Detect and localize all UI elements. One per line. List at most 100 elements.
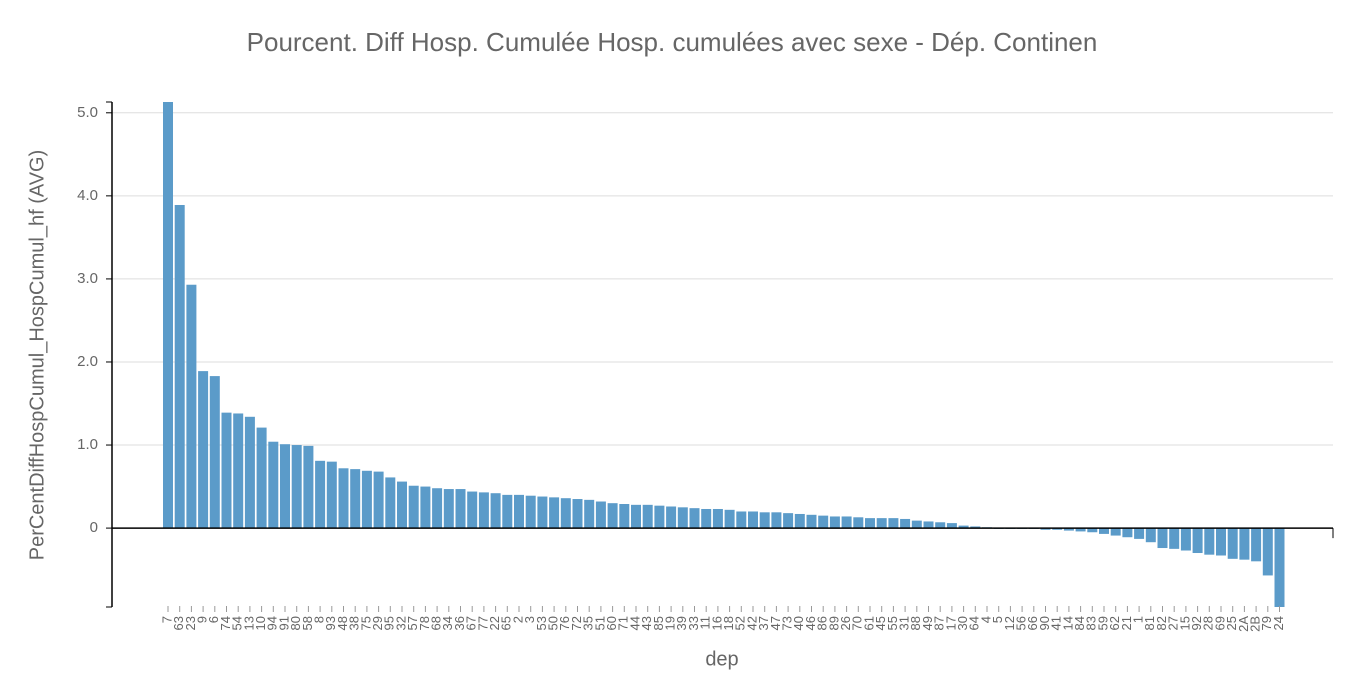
bar: [876, 518, 887, 529]
x-tick-label: 11: [698, 616, 713, 630]
bar: [970, 526, 981, 529]
bar: [701, 508, 712, 529]
x-tick-label: 85: [651, 616, 666, 630]
bar: [291, 445, 302, 529]
x-tick-label: 18: [721, 616, 736, 630]
y-tick-label: 4.0: [77, 187, 98, 204]
x-tick-label: 32: [393, 616, 408, 630]
x-tick-label: 95: [382, 616, 397, 630]
bar: [736, 511, 747, 529]
bar: [1192, 528, 1203, 554]
bar: [525, 495, 536, 529]
y-tick-label: 2.0: [77, 353, 98, 370]
x-tick-label: 36: [452, 616, 467, 630]
bar: [443, 489, 454, 529]
bar: [619, 504, 630, 529]
x-tick-label: 23: [183, 616, 198, 630]
x-tick-label: 69: [1212, 616, 1227, 630]
x-tick-label: 56: [1014, 616, 1029, 630]
bar: [572, 499, 583, 529]
x-tick-label: 54: [230, 616, 245, 630]
x-tick-label: 50: [546, 616, 561, 630]
bar: [315, 460, 326, 529]
bar: [303, 445, 314, 529]
bar: [677, 507, 688, 529]
bar: [818, 515, 829, 529]
bar: [654, 505, 665, 529]
x-tick-label: 26: [838, 616, 853, 630]
x-tick-label: 68: [429, 616, 444, 630]
bar: [373, 471, 384, 529]
bar: [1180, 528, 1191, 551]
bar: [631, 504, 641, 529]
bar: [1169, 528, 1180, 549]
bar: [1075, 528, 1086, 532]
bar: [1063, 528, 1074, 531]
bar: [958, 525, 969, 529]
x-axis-label: dep: [705, 648, 738, 670]
bar: [385, 477, 396, 529]
x-tick-label: 24: [1271, 616, 1286, 630]
bar: [502, 494, 513, 529]
x-tick-label: 61: [861, 616, 876, 630]
x-tick-label: 40: [791, 616, 806, 630]
y-tick-label: 3.0: [77, 270, 98, 287]
bar: [1251, 528, 1262, 562]
x-tick-label: 3: [522, 616, 537, 623]
bar: [1227, 528, 1238, 559]
x-tick-label: 1: [1131, 616, 1146, 623]
x-tick-label: 91: [276, 616, 291, 630]
bar: [642, 504, 653, 529]
bar: [1204, 528, 1215, 555]
x-tick-label: 92: [1189, 616, 1204, 630]
x-tick-label: 87: [932, 616, 947, 630]
x-tick-label: 22: [487, 616, 502, 630]
bar: [1122, 528, 1133, 538]
bar: [923, 521, 934, 529]
bar: [806, 514, 817, 529]
bar: [478, 492, 489, 529]
bar: [186, 284, 197, 529]
x-tick-label: 49: [920, 616, 935, 630]
x-tick-label: 94: [265, 616, 280, 630]
x-tick-label: 81: [1142, 616, 1157, 630]
bar: [256, 427, 267, 529]
chart-title: Pourcent. Diff Hosp. Cumulée Hosp. cumul…: [247, 27, 1098, 57]
x-tick-label: 65: [499, 616, 514, 630]
bar: [1262, 528, 1273, 576]
x-tick-label: 93: [323, 616, 338, 630]
bar: [432, 488, 443, 529]
x-tick-label: 88: [908, 616, 923, 630]
bar: [888, 518, 899, 529]
x-tick-label: 44: [627, 616, 642, 630]
x-tick-label: 63: [171, 616, 186, 630]
bar: [280, 444, 290, 529]
x-tick-label: 77: [475, 616, 490, 630]
x-tick-label: 43: [639, 616, 654, 630]
x-tick-label: 82: [1154, 616, 1169, 630]
bar: [865, 518, 875, 529]
x-tick-label: 75: [358, 616, 373, 630]
x-tick-label: 76: [557, 616, 572, 630]
x-tick-label: 4: [978, 616, 993, 623]
x-tick-label: 12: [1002, 616, 1017, 630]
bar: [666, 506, 677, 529]
bar: [584, 499, 595, 529]
y-tick-label: 1.0: [77, 436, 98, 453]
bar: [490, 493, 501, 529]
x-tick-label: 7: [159, 616, 174, 623]
x-tick-label: 52: [733, 616, 748, 630]
bar: [514, 494, 524, 529]
x-tick-label: 73: [780, 616, 795, 630]
bar: [198, 371, 209, 529]
x-tick-label: 79: [1259, 616, 1274, 630]
bar: [794, 513, 805, 529]
bar: [537, 496, 548, 529]
x-tick-label: 39: [674, 616, 689, 630]
x-tick-label: 70: [850, 616, 865, 630]
x-tick-label: 13: [241, 616, 256, 630]
bar: [174, 204, 185, 529]
x-tick-label: 64: [967, 616, 982, 630]
bar: [1216, 528, 1226, 556]
x-tick-label: 67: [464, 616, 479, 630]
